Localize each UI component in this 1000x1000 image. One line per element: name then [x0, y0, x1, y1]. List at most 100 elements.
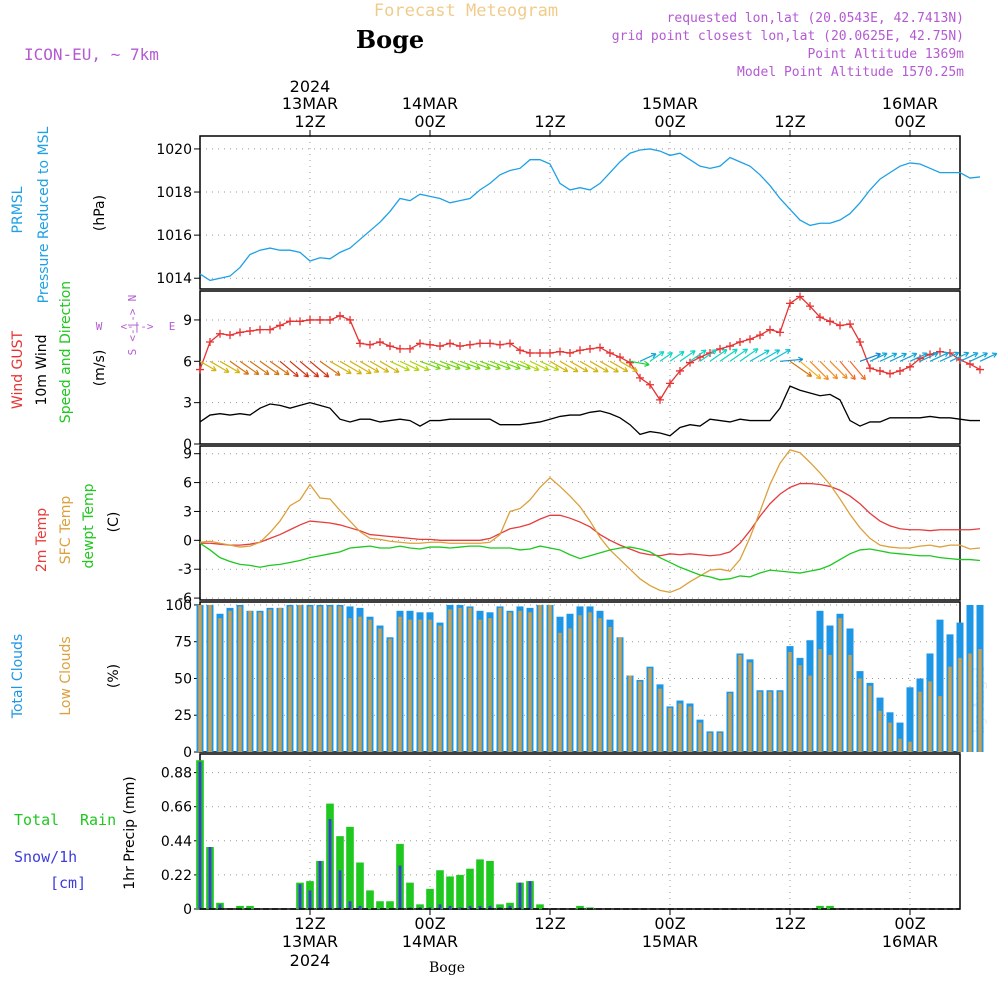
cloud-low-bar [908, 741, 912, 752]
wind-direction-arrow [979, 352, 998, 362]
pressure-ytick-label: 1020 [156, 142, 192, 158]
wind-direction-arrow [399, 360, 420, 372]
wind-direction-arrow [869, 352, 888, 362]
gust-marker [636, 373, 644, 382]
rain-bar [236, 905, 244, 909]
wind-ytick-label: 6 [183, 354, 192, 370]
wind-direction-arrow [489, 360, 511, 371]
cloud-low-bar [778, 691, 782, 752]
precip-label-snow: Snow/1h [14, 848, 77, 866]
wind-direction-arrow [349, 360, 372, 375]
cloud-low-bar [868, 685, 872, 752]
cloud-low-bar [628, 675, 632, 752]
wind-direction-arrow [889, 352, 907, 362]
wind-direction-arrow [949, 351, 970, 362]
snow-bar [298, 884, 302, 909]
top-axis-hour: 00Z [894, 112, 925, 131]
gust-marker [246, 326, 254, 335]
gust-marker [796, 292, 804, 301]
temperature-ytick-label: 6 [183, 476, 192, 492]
clouds-ytick-label: 0 [183, 745, 192, 761]
snow-bar [348, 901, 352, 909]
bottom-axis-hour: 00Z [414, 914, 445, 933]
cloud-low-bar [758, 691, 762, 752]
cloud-low-bar [608, 627, 612, 752]
wind-direction-arrow [209, 360, 230, 373]
rain-bar [446, 876, 454, 909]
pressure-panel: 1014 1016 1018 1020 PRMSL Pressure Reduced to… [10, 126, 981, 303]
wind-direction-arrow [369, 360, 390, 373]
rain-bar [346, 826, 354, 909]
temperature-ytick-label: 3 [183, 504, 192, 520]
wind-direction-arrow [789, 360, 813, 377]
gust-marker [366, 340, 374, 349]
gust-marker [406, 344, 414, 353]
wind-direction-arrow [299, 360, 320, 378]
gust-marker [816, 313, 824, 322]
wind-direction-arrow [849, 360, 866, 381]
cloud-low-bar [788, 652, 792, 752]
gust-marker [346, 315, 354, 324]
snow-bar [498, 907, 502, 909]
wind-direction-arrow [749, 349, 770, 362]
temperature-ytick-label: -6 [178, 591, 192, 607]
wind-direction-arrow [799, 360, 822, 380]
wind-direction-arrow [379, 360, 400, 373]
wind-ytick-label: 9 [183, 313, 192, 329]
gust-marker [206, 338, 214, 346]
top-axis-date: 16MAR [882, 94, 938, 113]
cloud-low-bar [198, 604, 202, 752]
rain-bar [416, 904, 424, 909]
gust-marker [536, 349, 544, 358]
gust-marker [686, 358, 694, 367]
top-axis-date: 13MAR [282, 94, 338, 113]
snow-bar [198, 761, 202, 909]
precip-ytick-label: 0.22 [161, 868, 192, 884]
wind-direction-arrow [629, 360, 650, 367]
gust-marker [936, 347, 944, 356]
cloud-low-bar [688, 706, 692, 752]
wind-label-10m: 10m Wind [34, 334, 50, 405]
rain-bar [826, 905, 834, 909]
wind-direction-arrow [269, 360, 290, 376]
cloud-low-bar [418, 619, 422, 752]
snow-bar [528, 881, 532, 909]
precip-ytick-label: 0.44 [161, 834, 192, 850]
bottom-axis-date: 14MAR [402, 932, 458, 951]
gridpoint-coords: grid point closest lon,lat (20.0625E, 42… [612, 29, 964, 44]
rain-bar [466, 868, 474, 909]
cloud-low-bar [378, 628, 382, 752]
top-axis-date: 15MAR [642, 94, 698, 113]
cloud-low-bar [298, 604, 302, 752]
gust-marker [906, 362, 914, 371]
gust-marker [476, 339, 484, 348]
sfc-temp-line [199, 449, 981, 593]
precip-ytick-label: 0 [183, 902, 192, 918]
temperature-panel: -6 -3 0 3 6 9 2m Temp SFC Temp dewpt Temp (C) [34, 445, 981, 607]
dewpt-line [199, 542, 981, 581]
snow-bar [518, 882, 522, 909]
wind-direction-arrow [569, 360, 589, 373]
precip-label-rain: Rain [80, 811, 116, 829]
wind-direction-arrow [639, 352, 657, 362]
wind-direction-arrow [599, 360, 619, 373]
cloud-label-low: Low Clouds [58, 636, 74, 715]
wind-direction-arrow [659, 352, 673, 362]
wind-direction-arrow [589, 360, 609, 373]
cloud-unit: (%) [106, 664, 122, 688]
clouds-ytick-label: 75 [174, 635, 192, 651]
rain-bar [476, 859, 484, 909]
gust-marker [566, 349, 574, 358]
wind-ytick-label: 3 [183, 396, 192, 412]
gust-marker [296, 317, 304, 326]
top-axis-hour: 12Z [294, 112, 325, 131]
gust-marker [756, 331, 764, 340]
wind-direction-arrow [409, 360, 430, 372]
cloud-low-bar [268, 609, 272, 752]
cloud-total-bar [906, 687, 914, 752]
snow-bar [328, 819, 332, 909]
wind-direction-arrow [769, 349, 791, 362]
top-axis-hour: 12Z [774, 112, 805, 131]
wind-direction-arrow [539, 360, 560, 371]
